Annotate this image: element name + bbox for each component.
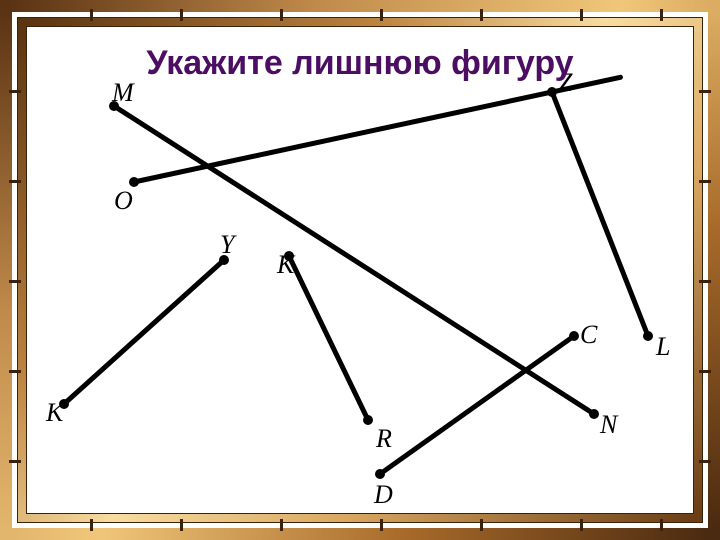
- point-label-N: N: [600, 410, 617, 440]
- point-label-D: D: [374, 480, 393, 510]
- point-marker: [643, 331, 653, 341]
- frame-bamboo-top: [20, 13, 700, 17]
- point-label-Y: Y: [220, 230, 234, 260]
- point-label-R: R: [376, 424, 392, 454]
- frame-bamboo-right: [703, 20, 707, 520]
- content-area: Укажите лишнюю фигуру MNOZLKYKRDC: [34, 34, 686, 506]
- segment-DC: [380, 336, 574, 474]
- frame-bamboo-left: [13, 20, 17, 520]
- segment-MN: [114, 106, 594, 414]
- point-label-K: K: [46, 398, 63, 428]
- point-marker: [363, 415, 373, 425]
- page-title: Укажите лишнюю фигуру: [34, 44, 686, 83]
- point-label-L: L: [656, 332, 670, 362]
- segment-ZL: [552, 92, 648, 336]
- point-marker: [375, 469, 385, 479]
- segment-KR: [289, 256, 368, 420]
- segment-KY: [64, 260, 224, 404]
- point-label-K: K: [277, 250, 294, 280]
- frame-bamboo-bottom: [20, 523, 700, 527]
- point-marker: [589, 409, 599, 419]
- point-label-O: O: [114, 186, 133, 216]
- point-marker: [569, 331, 579, 341]
- point-label-C: C: [580, 320, 597, 350]
